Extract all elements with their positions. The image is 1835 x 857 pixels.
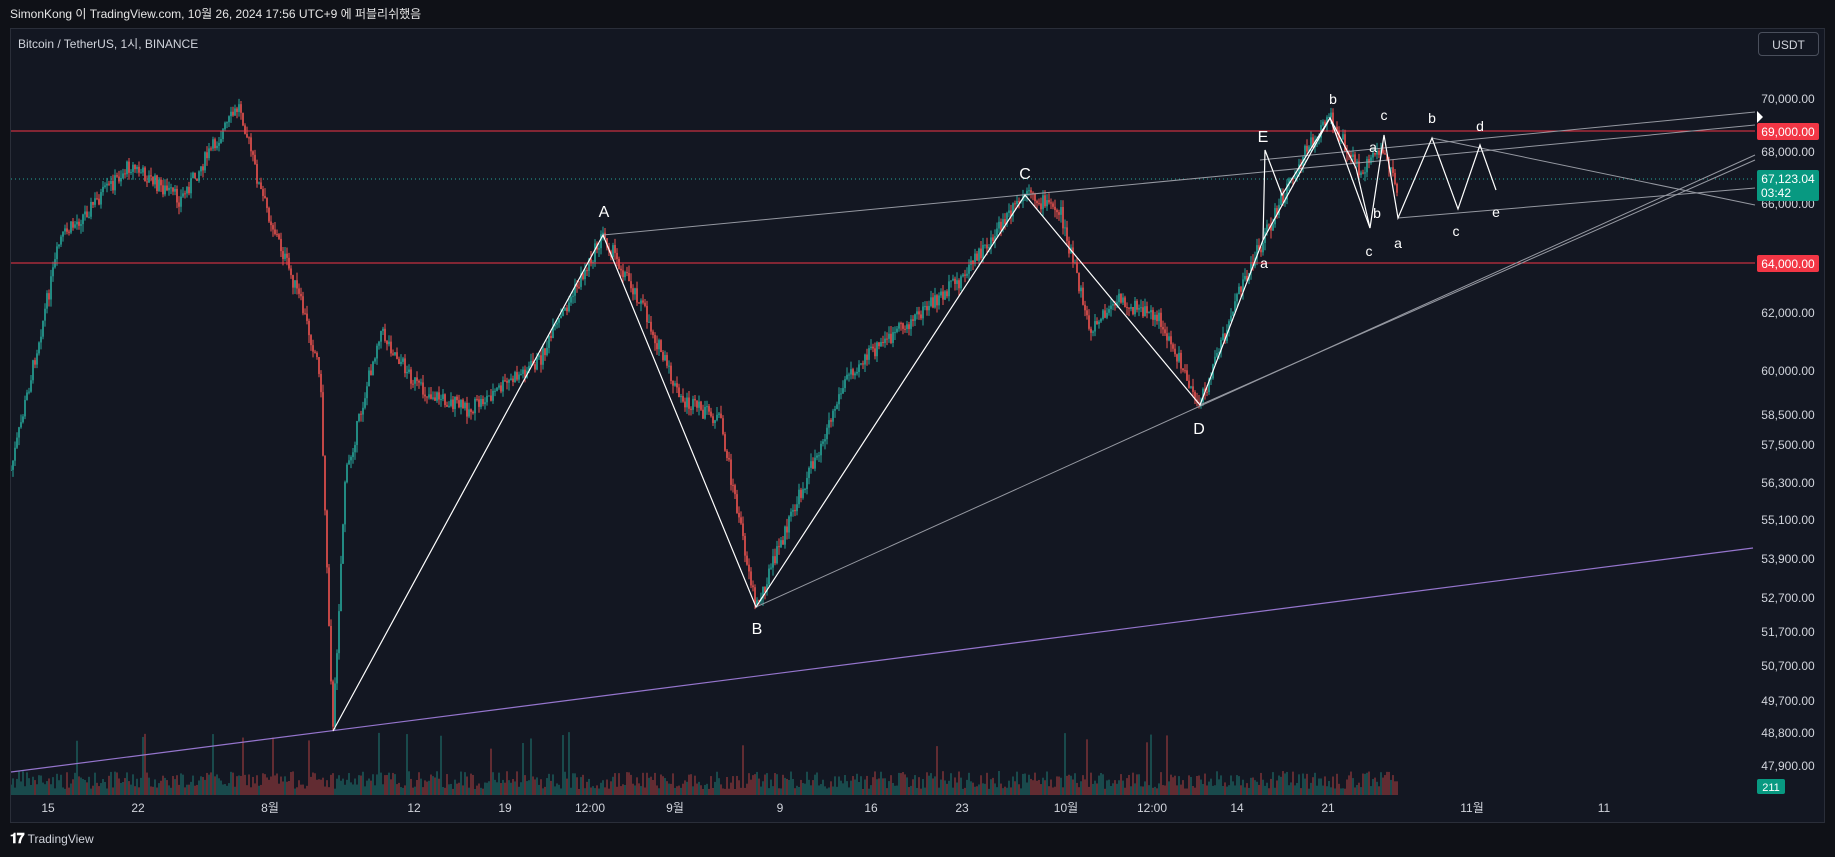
chart-frame xyxy=(10,28,1825,823)
currency-button[interactable]: USDT xyxy=(1758,32,1819,56)
tradingview-logo-icon: 𝟏𝟕 xyxy=(10,830,25,846)
symbol-title: Bitcoin / TetherUS, 1시, BINANCE xyxy=(18,37,199,51)
footer-brand: TradingView xyxy=(27,831,94,846)
footer: 𝟏𝟕 TradingView xyxy=(10,830,94,847)
author-line: SimonKong 이 TradingView.com, 10월 26, 202… xyxy=(0,0,1835,26)
